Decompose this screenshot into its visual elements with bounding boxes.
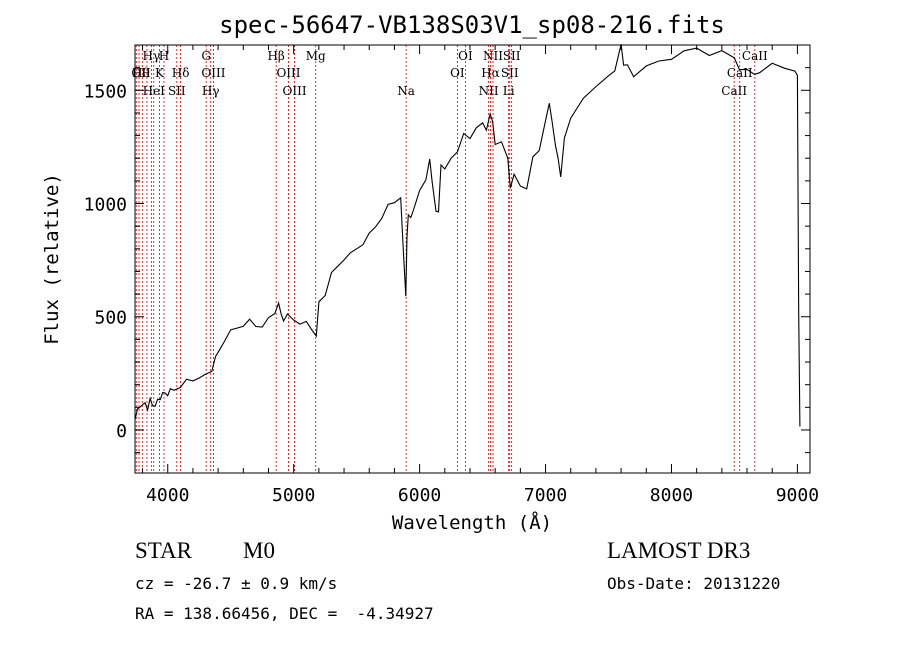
line-label: Hβ: [267, 49, 284, 63]
line-label: Hθ: [132, 66, 150, 80]
line-label: K: [155, 66, 165, 80]
tick-labels: 4000 5000 6000 7000 8000 9000 0 500 1000 1500: [84, 81, 819, 506]
line-label: OIII: [201, 66, 225, 80]
x-tick-label: 7000: [524, 485, 567, 506]
plot-frame: [134, 44, 811, 474]
line-label: Na: [397, 84, 415, 98]
line-label: HeI: [143, 84, 166, 98]
line-label: Hα: [481, 66, 500, 80]
line-label: Hγ: [202, 84, 220, 98]
x-tick-label: 5000: [272, 485, 315, 506]
line-label: CaII: [742, 49, 768, 63]
chart-title: spec-56647-VB138S03V1_sp08-216.fits: [219, 11, 725, 39]
y-tick-label: 1500: [84, 81, 127, 102]
line-label: Li: [503, 84, 515, 98]
line-label: OI: [450, 66, 465, 80]
y-tick-label: 0: [116, 421, 127, 442]
y-tick-label: 500: [94, 308, 127, 329]
object-subclass: M0: [243, 538, 275, 563]
x-tick-label: 9000: [776, 485, 819, 506]
x-tick-label: 8000: [650, 485, 693, 506]
y-axis-label: Flux (relative): [41, 173, 63, 345]
coordinates: RA = 138.66456, DEC = -4.34927: [135, 604, 434, 623]
line-label: CaII: [721, 84, 747, 98]
line-label: NII: [483, 49, 503, 63]
axis-ticks: [135, 45, 810, 473]
object-class: STAR: [135, 538, 192, 563]
line-label: OI: [458, 49, 473, 63]
line-label: G: [201, 49, 211, 63]
line-label: NII: [479, 84, 499, 98]
line-label: Mg: [306, 49, 326, 63]
line-label: Hγ: [143, 49, 161, 63]
x-tick-label: 4000: [146, 485, 189, 506]
line-label: CaII: [727, 66, 753, 80]
line-label: SII: [503, 49, 521, 63]
line-label: OIII: [276, 66, 300, 80]
line-label: OIII: [283, 84, 307, 98]
y-tick-label: 1000: [84, 195, 127, 216]
redshift-cz: cz = -26.7 ± 0.9 km/s: [135, 574, 338, 593]
line-label: OII: [131, 66, 151, 80]
observation-date: Obs-Date: 20131220: [607, 574, 781, 593]
x-tick-label: 6000: [398, 485, 441, 506]
spectrum-line: [134, 44, 801, 427]
spectral-line-markers: [135, 45, 756, 473]
survey-name: LAMOST DR3: [607, 538, 751, 563]
line-label: SII: [501, 66, 519, 80]
line-label: H: [159, 49, 169, 63]
line-label: Hδ: [172, 66, 190, 80]
line-label: SII: [168, 84, 186, 98]
x-axis-label: Wavelength (Å): [392, 511, 552, 534]
